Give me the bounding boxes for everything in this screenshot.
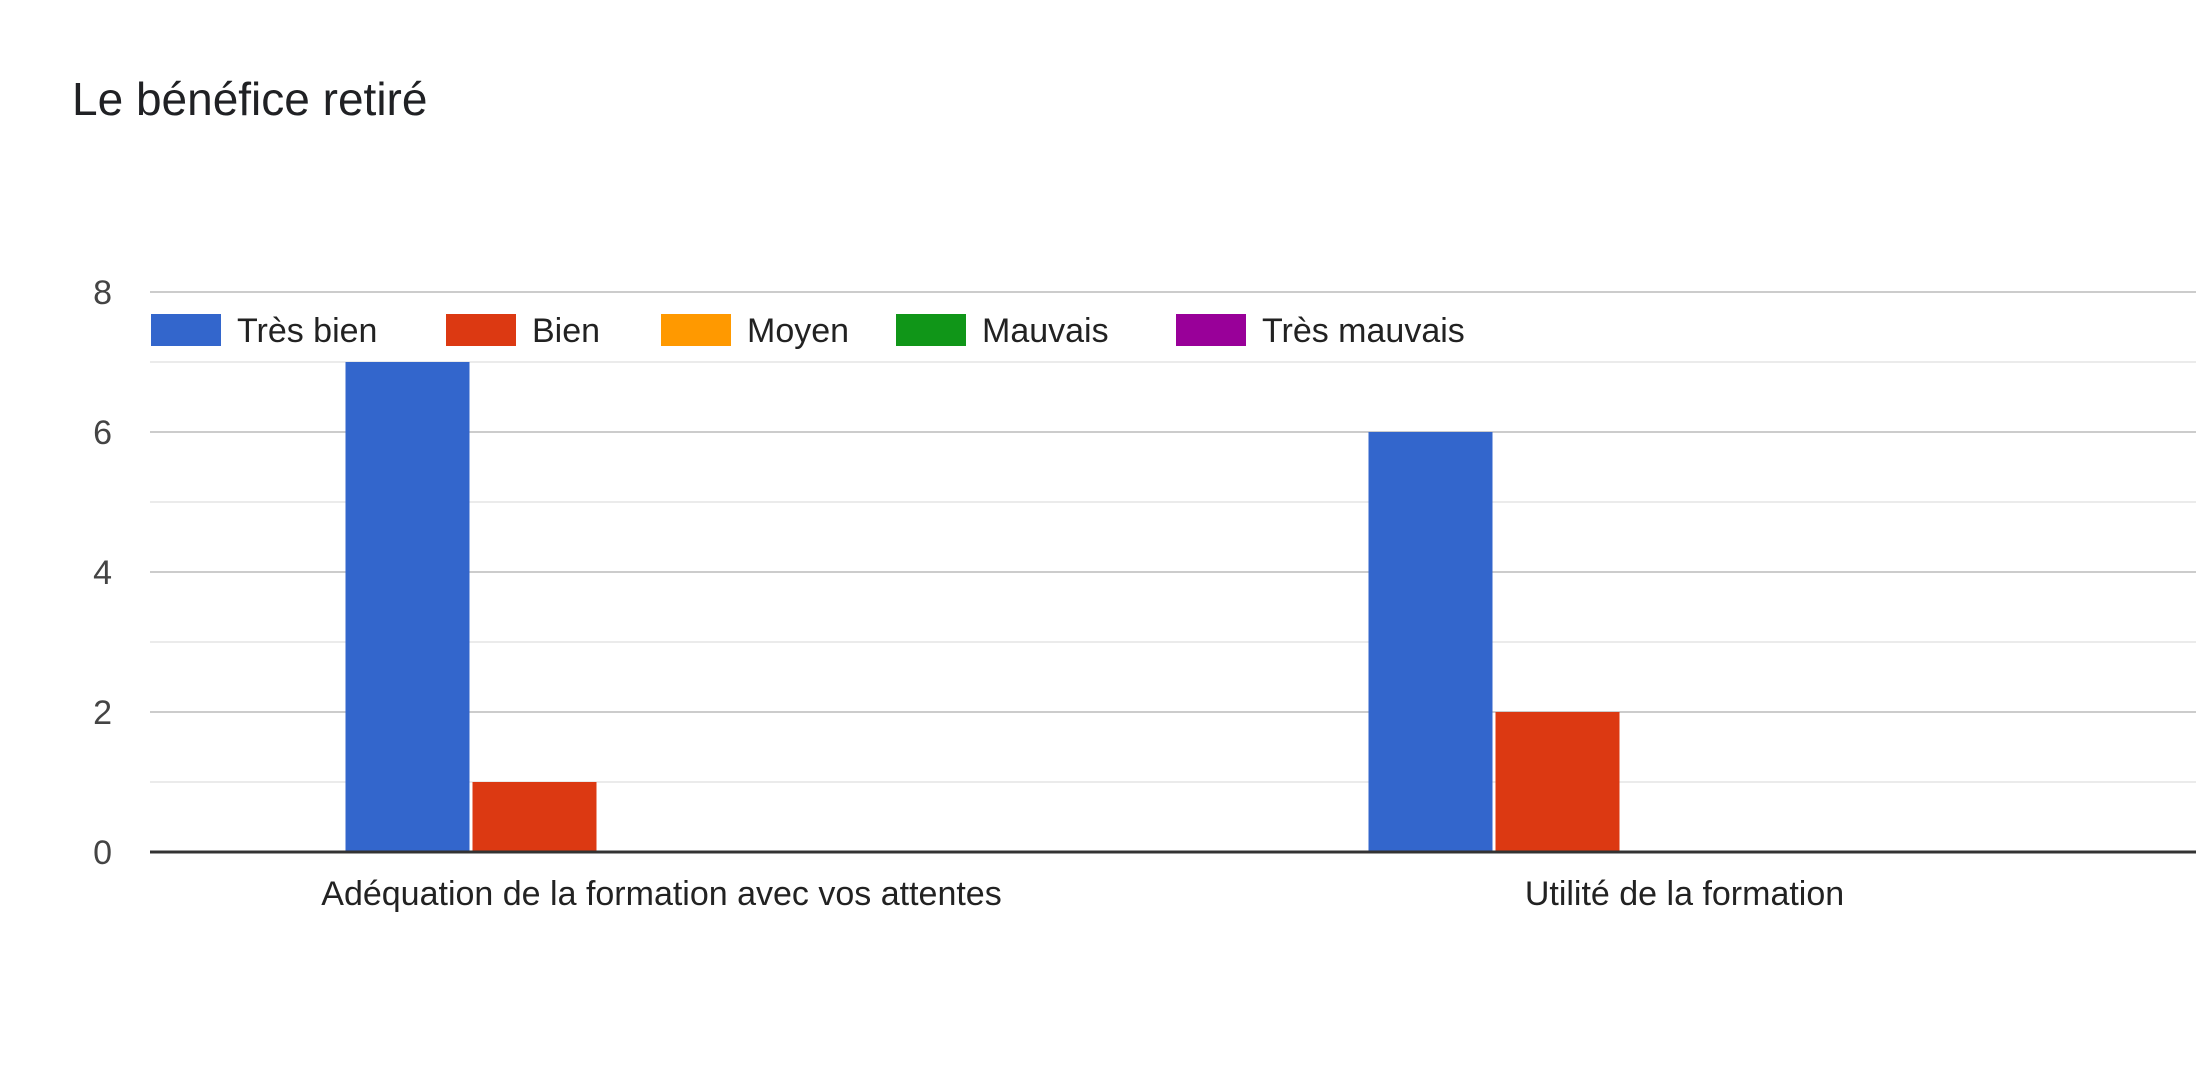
x-category-label: Utilité de la formation xyxy=(1525,875,1844,913)
legend-label: Mauvais xyxy=(982,312,1109,350)
legend-label: Moyen xyxy=(747,312,849,350)
bar xyxy=(1368,432,1493,852)
y-tick-label: 0 xyxy=(93,834,112,872)
y-tick-label: 8 xyxy=(93,274,112,312)
y-tick-label: 4 xyxy=(93,554,112,592)
legend-swatch xyxy=(661,314,731,346)
legend-swatch xyxy=(896,314,966,346)
bar xyxy=(1495,712,1620,852)
legend-swatch xyxy=(1176,314,1246,346)
legend-label: Très bien xyxy=(237,312,377,350)
legend-swatch xyxy=(446,314,516,346)
y-tick-label: 2 xyxy=(93,694,112,732)
chart-title: Le bénéfice retiré xyxy=(72,73,428,125)
legend: Très bien Bien Moyen Mauvais Très mauvais xyxy=(151,312,1465,350)
axes: 0 2 4 6 8 Adéquation de la formation avec vos… xyxy=(93,274,2196,913)
y-tick-label: 6 xyxy=(93,414,112,452)
legend-label: Bien xyxy=(532,312,600,350)
legend-label: Très mauvais xyxy=(1262,312,1465,350)
legend-swatch xyxy=(151,314,221,346)
bars xyxy=(345,362,1620,852)
bar xyxy=(472,782,597,852)
bar xyxy=(345,362,470,852)
x-category-label: Adéquation de la formation avec vos atte… xyxy=(321,875,1001,913)
